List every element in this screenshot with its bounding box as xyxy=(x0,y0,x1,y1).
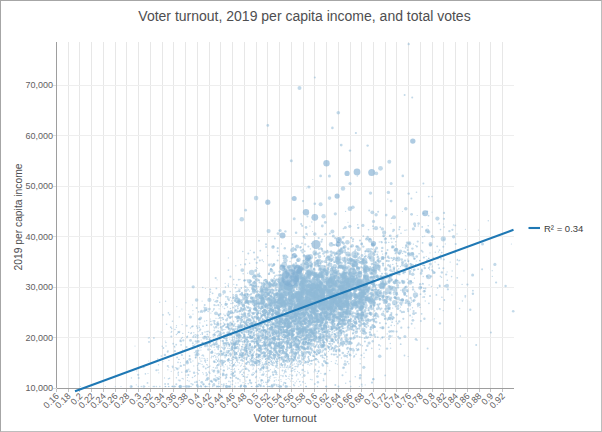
svg-text:Voter turnout, 2019 per capita: Voter turnout, 2019 per capita income, a… xyxy=(138,8,470,24)
svg-text:20,000: 20,000 xyxy=(25,333,53,343)
svg-text:10,000: 10,000 xyxy=(25,383,53,393)
svg-text:50,000: 50,000 xyxy=(25,181,53,191)
svg-text:40,000: 40,000 xyxy=(25,232,53,242)
svg-text:Voter turnout: Voter turnout xyxy=(254,412,317,424)
svg-text:R² = 0.34: R² = 0.34 xyxy=(544,223,583,234)
svg-text:30,000: 30,000 xyxy=(25,282,53,292)
svg-text:70,000: 70,000 xyxy=(25,80,53,90)
svg-text:60,000: 60,000 xyxy=(25,131,53,141)
svg-text:2019 per capita income: 2019 per capita income xyxy=(13,163,24,270)
